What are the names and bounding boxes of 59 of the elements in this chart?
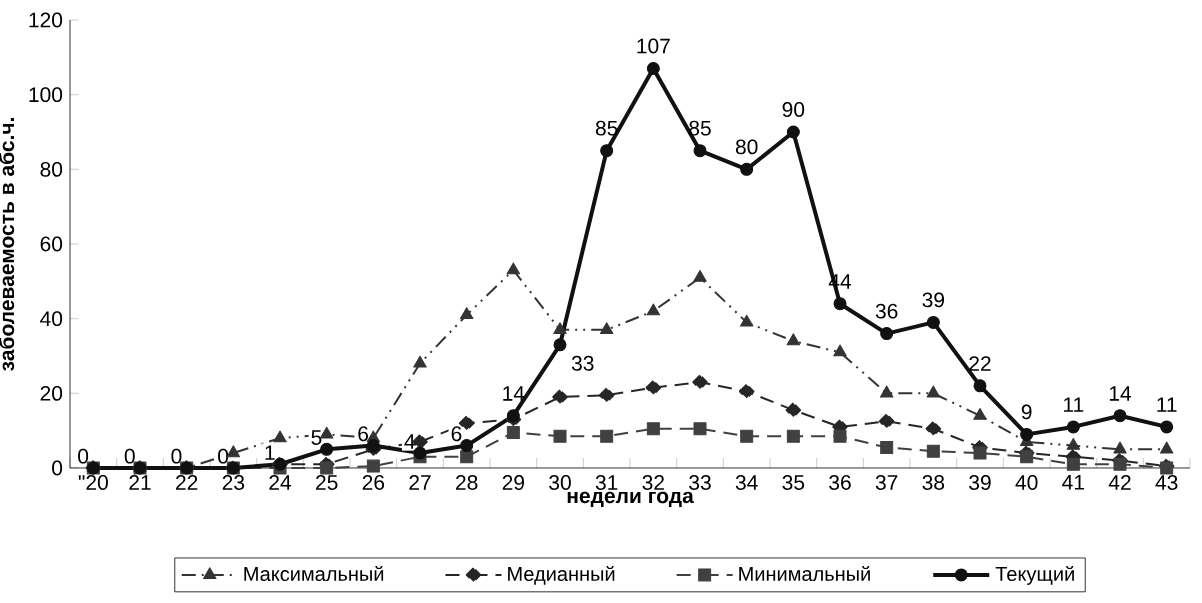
data-label: 85 xyxy=(595,120,618,136)
data-label: 39 xyxy=(922,292,944,308)
x-tick-label: 32 xyxy=(642,475,664,490)
x-tick-label: 41 xyxy=(1062,475,1084,490)
x-tick-label: 43 xyxy=(1155,475,1178,490)
data-label: 0 xyxy=(78,448,89,464)
x-tick-label: 34 xyxy=(735,475,758,490)
y-tick-label: 100 xyxy=(29,87,63,103)
x-tick-label: 28 xyxy=(456,475,478,490)
data-label: 9 xyxy=(1021,404,1032,420)
x-tick-label: 36 xyxy=(829,475,851,490)
x-tick-label: 29 xyxy=(502,475,524,490)
data-label: 0 xyxy=(218,448,229,464)
y-tick-label: 20 xyxy=(40,385,63,401)
data-label: 11 xyxy=(1157,397,1177,412)
legend-label: Текущий xyxy=(995,565,1074,585)
data-label: 107 xyxy=(637,38,670,54)
data-label: 4 xyxy=(404,434,415,449)
x-tick-label: 30 xyxy=(549,475,571,490)
legend-label: Минимальный xyxy=(739,565,870,582)
data-label: 11 xyxy=(1064,397,1084,412)
x-tick-label: 35 xyxy=(782,475,805,490)
x-tick-label: 39 xyxy=(969,475,991,490)
x-tick-label: 38 xyxy=(922,475,945,490)
x-tick-label: "20 xyxy=(78,475,108,490)
x-tick-label: 27 xyxy=(409,475,431,490)
data-label: 14 xyxy=(503,386,525,401)
data-label: 22 xyxy=(969,356,991,371)
x-tick-label: 40 xyxy=(1015,475,1038,490)
x-axis-title: недели года xyxy=(567,491,694,508)
x-tick-label: 26 xyxy=(362,475,385,490)
data-label: 33 xyxy=(571,355,594,371)
x-tick-label: 31 xyxy=(595,475,618,490)
y-tick-label: 60 xyxy=(40,236,63,252)
data-label: 90 xyxy=(782,102,805,117)
y-tick-label: 0 xyxy=(52,460,63,476)
x-tick-label: 37 xyxy=(875,475,898,490)
x-tick-label: 24 xyxy=(269,475,292,490)
data-label: 6 xyxy=(451,426,462,442)
legend-label: Медианный xyxy=(508,565,615,585)
y-tick-label: 80 xyxy=(40,161,63,177)
y-tick-label: 120 xyxy=(29,12,63,28)
x-tick-label: 33 xyxy=(689,475,711,490)
data-label: 0 xyxy=(171,448,182,464)
y-tick-label: 40 xyxy=(40,311,63,327)
data-label: 14 xyxy=(1109,386,1132,401)
x-tick-label: 22 xyxy=(176,475,198,490)
x-tick-label: 42 xyxy=(1108,475,1131,490)
x-tick-label: 21 xyxy=(129,475,151,490)
data-label: 85 xyxy=(689,120,711,136)
data-label: 80 xyxy=(735,139,758,155)
data-label: 5 xyxy=(311,430,322,445)
data-label: 36 xyxy=(875,303,898,319)
legend-label: Максимальный xyxy=(244,565,384,582)
data-label: 0 xyxy=(124,448,135,464)
x-tick-label: 23 xyxy=(222,475,245,490)
data-label: 6 xyxy=(358,426,369,442)
data-label: 1 xyxy=(265,445,275,460)
x-tick-label: 25 xyxy=(316,475,338,490)
